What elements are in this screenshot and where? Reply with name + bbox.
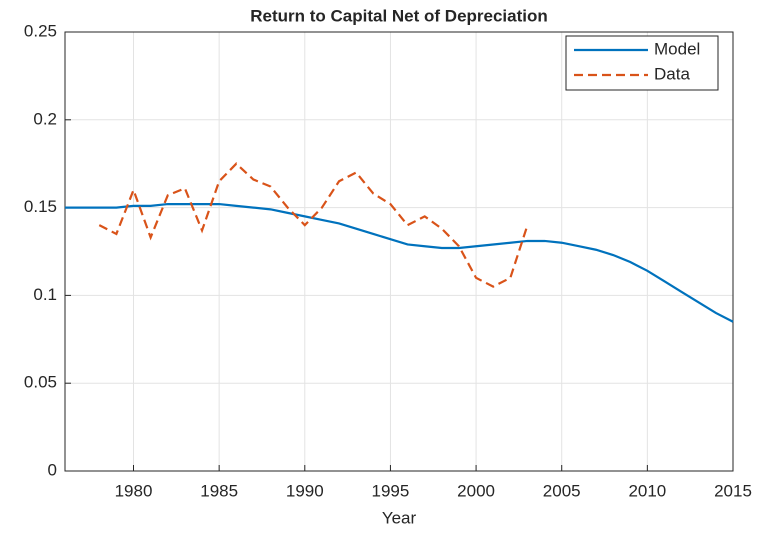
x-tick-label: 2015: [714, 481, 752, 500]
x-axis-label: Year: [382, 508, 417, 527]
y-tick-label: 0.1: [33, 285, 57, 304]
y-tick-label: 0.15: [24, 197, 57, 216]
plot-frame: [64, 31, 734, 472]
x-tick-label: 1980: [115, 481, 153, 500]
x-tick-label: 1990: [286, 481, 324, 500]
x-tick-label: 1995: [372, 481, 410, 500]
legend-label: Model: [654, 39, 700, 58]
line-series: [65, 202, 734, 323]
y-tick-label: 0.25: [24, 21, 57, 40]
legend-label: Data: [654, 64, 690, 83]
x-tick-label: 2005: [543, 481, 581, 500]
legend-box: [565, 35, 719, 91]
x-tick-label: 2010: [628, 481, 666, 500]
x-tick-label: 2000: [457, 481, 495, 500]
y-tick-label: 0.2: [33, 109, 57, 128]
y-tick-label: 0.05: [24, 373, 57, 392]
line-series: [98, 162, 529, 288]
chart-title: Return to Capital Net of Depreciation: [250, 6, 548, 25]
x-tick-label: 1985: [200, 481, 238, 500]
y-tick-label: 0: [48, 460, 57, 479]
